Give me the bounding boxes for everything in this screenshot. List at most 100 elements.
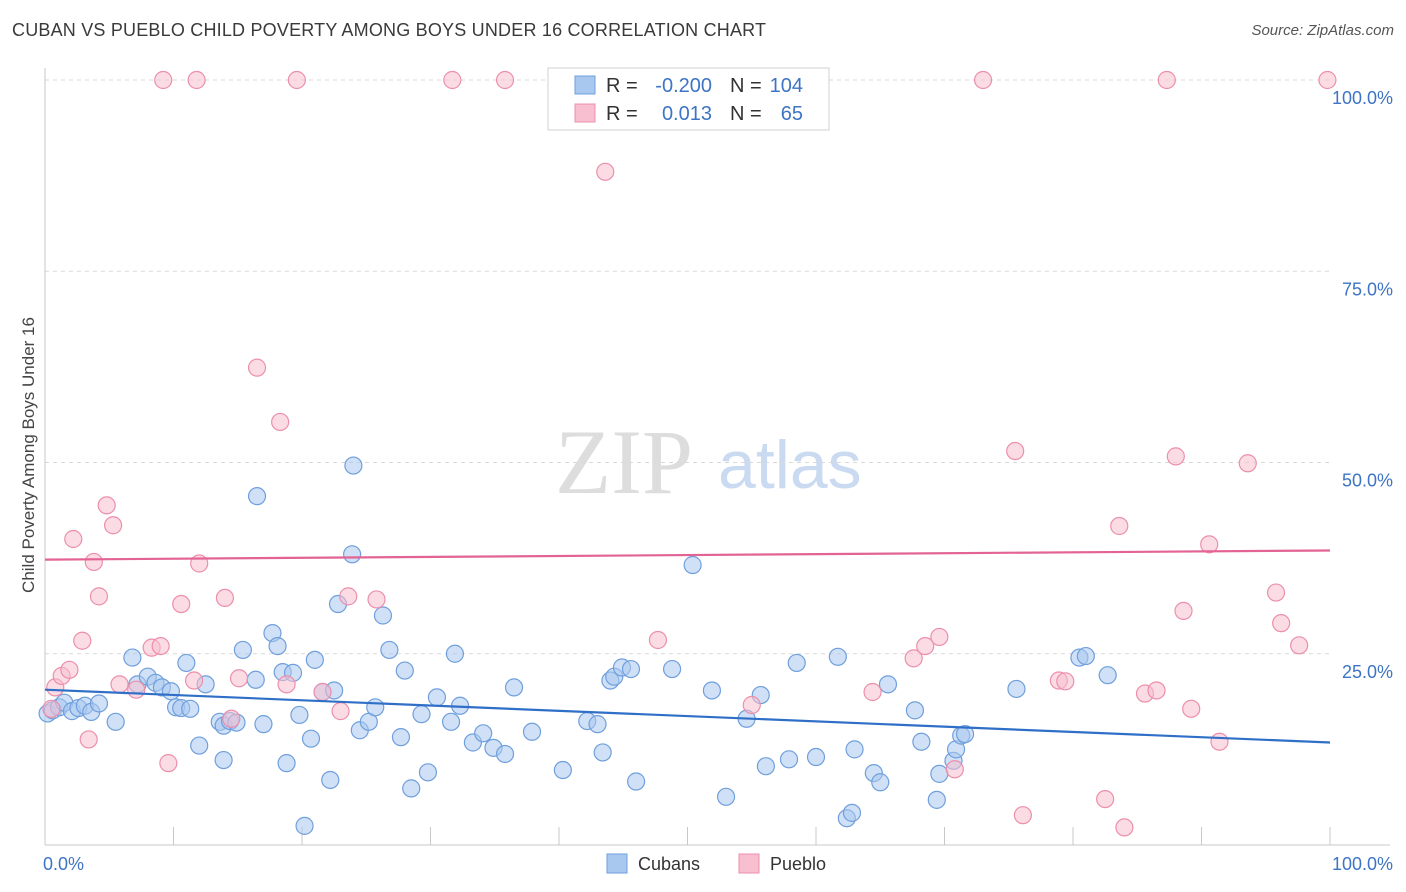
point-pueblo bbox=[104, 516, 123, 535]
point-cubans bbox=[1098, 666, 1117, 685]
point-cubans bbox=[1007, 679, 1026, 699]
point-cubans bbox=[380, 640, 399, 660]
point-cubans bbox=[295, 816, 314, 835]
point-cubans bbox=[343, 545, 362, 564]
point-cubans bbox=[553, 760, 572, 780]
point-pueblo bbox=[945, 760, 964, 779]
point-pueblo bbox=[215, 588, 234, 608]
point-cubans bbox=[277, 754, 296, 773]
point-cubans bbox=[474, 724, 493, 743]
point-pueblo bbox=[1115, 818, 1134, 837]
bottom-legend: Cubans Pueblo bbox=[606, 853, 826, 874]
point-cubans bbox=[190, 736, 209, 755]
point-cubans bbox=[344, 456, 363, 475]
point-pueblo bbox=[172, 594, 191, 614]
point-cubans bbox=[683, 555, 702, 575]
point-pueblo bbox=[184, 671, 204, 690]
point-cubans bbox=[593, 743, 612, 762]
point-pueblo bbox=[1266, 583, 1286, 602]
point-pueblo bbox=[313, 682, 332, 702]
point-cubans bbox=[89, 694, 109, 713]
legend-n-value-cubans: 104 bbox=[770, 75, 803, 97]
y-tick-label: 75.0% bbox=[1342, 279, 1393, 299]
point-pueblo bbox=[42, 699, 61, 718]
point-cubans bbox=[177, 653, 196, 673]
point-cubans bbox=[247, 487, 267, 506]
point-cubans bbox=[290, 705, 309, 725]
point-pueblo bbox=[495, 70, 515, 90]
point-cubans bbox=[842, 803, 862, 822]
point-pueblo bbox=[271, 412, 290, 432]
point-pueblo bbox=[648, 630, 668, 650]
point-cubans bbox=[233, 640, 252, 660]
chart-title: CUBAN VS PUEBLO CHILD POVERTY AMONG BOYS… bbox=[12, 20, 767, 40]
legend-n-label-cubans: N = bbox=[730, 75, 762, 97]
point-pueblo bbox=[1110, 516, 1129, 536]
point-pueblo bbox=[222, 709, 241, 728]
point-cubans bbox=[522, 722, 542, 741]
y-tick-label: 25.0% bbox=[1342, 662, 1393, 682]
point-cubans bbox=[756, 757, 775, 776]
trend-lines bbox=[44, 549, 1331, 744]
point-pueblo bbox=[187, 70, 206, 90]
point-cubans bbox=[716, 787, 736, 806]
point-pueblo bbox=[159, 754, 178, 773]
point-cubans bbox=[418, 763, 438, 782]
point-cubans bbox=[787, 653, 806, 673]
point-pueblo bbox=[110, 675, 129, 694]
point-cubans bbox=[366, 698, 385, 717]
point-pueblo bbox=[1056, 672, 1075, 691]
point-pueblo bbox=[1318, 70, 1337, 90]
point-pueblo bbox=[1200, 535, 1219, 554]
point-pueblo bbox=[154, 70, 173, 90]
legend-n-value-pueblo: 65 bbox=[781, 103, 803, 125]
point-pueblo bbox=[916, 636, 935, 656]
point-cubans bbox=[402, 779, 421, 798]
bottom-legend-label-cubans: Cubans bbox=[638, 854, 700, 874]
point-cubans bbox=[845, 740, 864, 759]
y-tick-label: 100.0% bbox=[1332, 88, 1393, 108]
point-cubans bbox=[441, 712, 461, 731]
point-cubans bbox=[161, 682, 181, 701]
point-cubans bbox=[905, 701, 925, 720]
point-cubans bbox=[181, 699, 200, 718]
x-tick-labels: 0.0% 100.0% bbox=[43, 854, 1393, 874]
point-pueblo bbox=[1147, 681, 1166, 700]
point-cubans bbox=[779, 750, 799, 769]
chart-source: Source: ZipAtlas.com bbox=[1251, 22, 1394, 39]
point-cubans bbox=[806, 747, 826, 767]
point-pueblo bbox=[97, 496, 116, 515]
point-cubans bbox=[495, 744, 515, 764]
point-cubans bbox=[662, 659, 682, 679]
point-pueblo bbox=[151, 636, 170, 656]
point-cubans bbox=[106, 712, 125, 731]
point-pueblo bbox=[1174, 601, 1193, 621]
legend-r-label-pueblo: R = bbox=[606, 103, 638, 125]
point-pueblo bbox=[247, 358, 267, 377]
point-cubans bbox=[1076, 646, 1095, 666]
point-cubans bbox=[871, 773, 890, 792]
point-pueblo bbox=[84, 552, 103, 572]
point-cubans bbox=[878, 675, 898, 694]
point-pueblo bbox=[863, 682, 882, 702]
legend-swatch-cubans bbox=[574, 75, 596, 95]
point-cubans bbox=[301, 729, 321, 748]
point-pueblo bbox=[1210, 732, 1229, 751]
point-cubans bbox=[445, 644, 465, 663]
point-pueblo bbox=[127, 680, 146, 699]
point-cubans bbox=[321, 770, 340, 790]
point-pueblo bbox=[229, 669, 249, 688]
point-cubans bbox=[214, 750, 233, 770]
point-pueblo bbox=[1157, 70, 1176, 90]
x-tick-label-min: 0.0% bbox=[43, 854, 84, 874]
point-pueblo bbox=[277, 675, 296, 694]
point-cubans bbox=[268, 636, 287, 656]
legend-swatch-pueblo bbox=[574, 103, 596, 123]
legend-box: R = -0.200 N = 104 R = 0.013 N = 65 bbox=[547, 67, 830, 131]
legend-n-label-pueblo: N = bbox=[730, 103, 762, 125]
point-pueblo bbox=[1238, 454, 1257, 473]
trend-line-cubans bbox=[44, 688, 1331, 744]
point-pueblo bbox=[443, 70, 462, 90]
watermark: ZIP atlas bbox=[555, 411, 862, 513]
